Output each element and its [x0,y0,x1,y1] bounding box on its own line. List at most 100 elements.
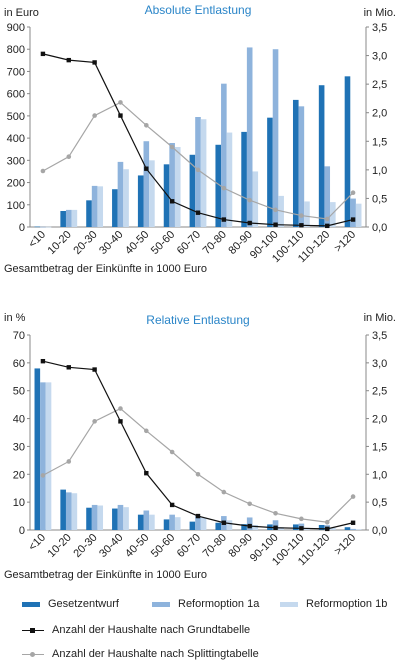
chart2-ytick-left: 30 [13,441,25,453]
chart1-point-grundtabelle [247,220,252,226]
chart1-point-grundtabelle [221,217,227,222]
chart1-bar-gesetzentwurf [241,131,247,227]
chart1-bar-reformoption-1a [91,185,98,227]
chart2-bar-reformoption-1a [91,504,98,530]
chart1-bar-reformoption-1a [324,166,331,227]
chart1-point-splittingtabelle [169,144,175,150]
chart2-ytick-left: 60 [13,358,25,370]
chart2-point-grundtabelle [118,419,123,424]
chart1-ytick-left: 600 [7,89,25,101]
legend-item-reformoption-1b: Reformoption 1b [280,598,387,610]
chart1-point-grundtabelle [66,57,71,63]
chart2-point-grundtabelle [273,525,278,530]
chart1-bar-gesetzentwurf [292,99,299,227]
chart2-point-grundtabelle [144,470,149,476]
chart1-bar-gesetzentwurf [34,226,41,228]
chart1-xtick: 70-80 [201,229,229,257]
chart1-xtick: <10 [26,229,48,251]
chart2-point-grundtabelle [169,502,175,508]
chart2-ytick-left: 0 [19,525,25,537]
chart2-ytick-right: 2,5 [372,386,387,398]
chart2-bar-gesetzentwurf [60,489,66,530]
chart1-bar-gesetzentwurf [112,189,118,227]
chart2-line-grundtabelle [42,360,354,530]
chart1-point-splittingtabelle [350,190,356,196]
chart1-point-splittingtabelle [221,185,227,191]
chart1-point-splittingtabelle [40,168,46,174]
chart2-point-splittingtabelle [66,459,72,464]
legend-label-gesetzentwurf: Gesetzentwurf [48,598,119,610]
chart1-point-grundtabelle [273,222,278,227]
chart2-ytick-right: 3,5 [372,330,387,342]
chart2-xlabel: Gesamtbetrag der Einkünfte in 1000 Euro [4,569,207,581]
chart2-bar-gesetzentwurf [344,527,351,530]
chart1-ytick-right: 1,0 [372,165,387,177]
chart2-ylabel-left: in % [4,312,26,324]
chart1-ytick-left: 900 [7,22,25,34]
chart2-point-grundtabelle [350,520,356,525]
chart1-point-splittingtabelle [66,154,72,160]
chart2-point-splittingtabelle [273,510,278,516]
chart1-bar-reformoption-1a [169,143,175,227]
chart1-point-grundtabelle [350,217,356,222]
chart2-bar-reformoption-1b [97,505,104,530]
chart2-bar-reformoption-1a [65,492,72,530]
chart2-point-splittingtabelle [40,473,46,478]
chart2-title: Relative Entlastung [146,313,249,327]
chart2-bar-reformoption-1a [195,516,201,530]
chart2-bar-gesetzentwurf [189,521,196,530]
chart1-bar-reformoption-1a [221,83,227,227]
chart2-ytick-right: 1,5 [372,441,387,453]
chart2-bar-reformoption-1a [169,514,175,530]
legend-label-reformoption-1a: Reformoption 1a [178,598,260,610]
legend-line-grundtabelle [22,627,44,634]
chart2-ytick-left: 50 [13,386,25,398]
chart2-point-grundtabelle [66,365,71,370]
chart1-point-splittingtabelle [118,100,123,105]
chart1-bar-reformoption-1a [298,106,305,227]
chart1-point-grundtabelle [40,51,46,57]
chart1-ytick-right: 2,5 [372,79,387,91]
chart1-bar-reformoption-1a [117,161,124,227]
chart1-bar-gesetzentwurf [86,200,92,227]
chart2-point-grundtabelle [92,367,97,372]
chart2-ytick-right: 0,0 [372,525,387,537]
chart2-bar-reformoption-1b [71,493,78,530]
chart2-bar-reformoption-1b [330,527,336,530]
legend-label-splittingtabelle: Anzahl der Haushalte nach Splittingtabel… [52,648,259,660]
chart1-ytick-left: 400 [7,133,25,145]
chart2-bar-reformoption-1b [226,520,233,530]
chart1-xtick: >120 [332,229,358,255]
legend-swatch-gesetzentwurf [22,601,40,607]
chart2-bar-gesetzentwurf [86,507,92,530]
chart1-point-splittingtabelle [247,197,252,203]
chart2-bar-gesetzentwurf [137,514,144,530]
chart1-bar-gesetzentwurf [60,211,66,227]
chart2-bar-reformoption-1b [252,524,259,530]
chart1-point-splittingtabelle [195,167,201,173]
chart2-bar-reformoption-1a [40,382,46,530]
chart2-point-grundtabelle [221,520,227,525]
chart2-bar-reformoption-1a [246,517,253,530]
chart2-ytick-right: 1,0 [372,469,387,481]
chart1-point-grundtabelle [195,210,201,215]
chart1-ytick-right: 1,5 [372,136,387,148]
chart1-bar-gesetzentwurf [344,76,351,227]
chart2-bar-reformoption-1b [278,527,284,530]
chart1-ytick-left: 300 [7,155,25,167]
legend-item-splittingtabelle: Anzahl der Haushalte nach Splittingtabel… [22,648,259,660]
chart2-ytick-left: 10 [13,497,25,509]
legend-line-splittingtabelle [22,651,44,658]
chart2-bar-reformoption-1b [149,514,155,530]
chart2-bar-gesetzentwurf [112,508,118,530]
chart2-ytick-right: 2,0 [372,414,387,426]
chart1-ytick-right: 3,5 [372,22,387,34]
chart1-bar-reformoption-1a [65,209,72,227]
chart1-ytick-right: 0,5 [372,193,387,205]
chart2-xtick: 30-40 [97,532,125,560]
chart2-point-splittingtabelle [299,516,304,522]
chart1-xlabel: Gesamtbetrag der Einkünfte in 1000 Euro [4,263,207,275]
chart2-xtick: 60-70 [175,532,203,560]
